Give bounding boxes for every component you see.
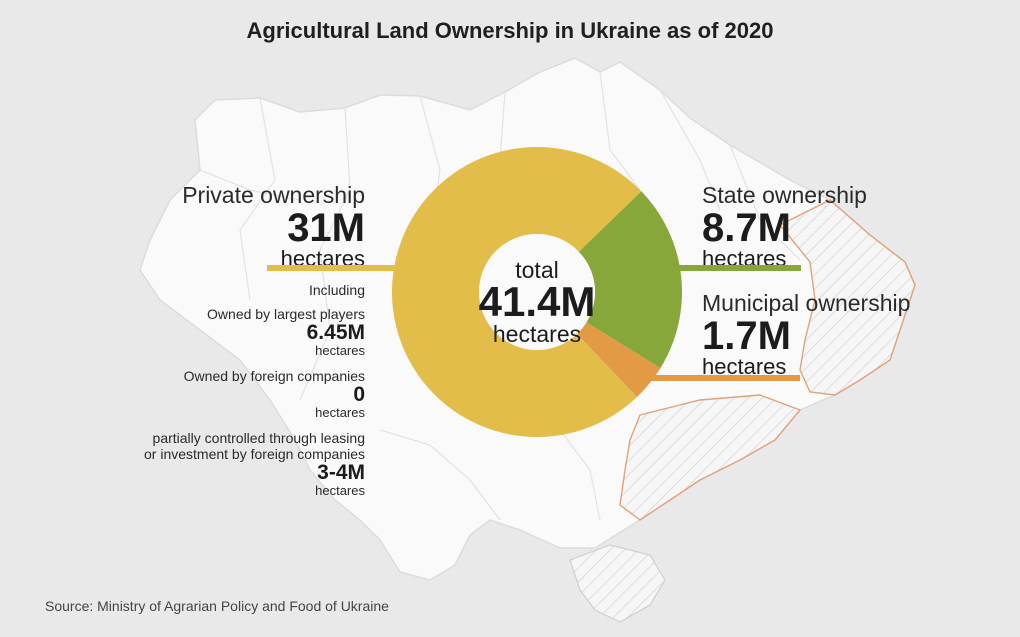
leasing-label-line2: or investment by foreign companies — [144, 446, 365, 462]
donut-slice-state — [578, 191, 682, 369]
map-crimea — [569, 544, 666, 623]
largest-players-unit: hectares — [315, 343, 365, 358]
donut-slice-private — [392, 146, 642, 438]
map-occupied-south — [619, 394, 802, 521]
municipal-leader-line — [650, 375, 800, 381]
municipal-ownership-label: Municipal ownership 1.7M hectares — [702, 290, 952, 378]
leasing-unit: hectares — [315, 483, 365, 498]
source-note: Source: Ministry of Agrarian Policy and … — [45, 598, 389, 614]
center-total-word: total — [515, 257, 559, 283]
state-ownership-unit: hectares — [702, 246, 787, 271]
largest-players-label: Owned by largest players — [207, 306, 365, 322]
donut-hole — [479, 234, 595, 350]
breakdown-heading: Including — [308, 282, 365, 298]
foreign-companies-label: Owned by foreign companies — [183, 368, 365, 384]
municipal-ownership-unit: hectares — [702, 354, 787, 379]
private-breakdown: Including Owned by largest players 6.45M… — [80, 282, 365, 498]
municipal-ownership-name: Municipal ownership — [702, 290, 911, 316]
map-occupied-east — [778, 199, 916, 396]
largest-players-value: 6.45M — [306, 321, 365, 344]
state-ownership-value: 8.7M — [702, 206, 791, 250]
municipal-ownership-value: 1.7M — [702, 314, 791, 358]
leasing-label-line1: partially controlled through leasing — [152, 430, 365, 446]
leasing-value: 3-4M — [317, 461, 365, 484]
private-ownership-unit: hectares — [280, 246, 365, 271]
foreign-companies-value: 0 — [353, 383, 365, 406]
state-leader-line — [675, 265, 801, 271]
private-ownership-value: 31M — [287, 206, 365, 250]
state-ownership-name: State ownership — [702, 182, 867, 208]
state-ownership-label: State ownership 8.7M hectares — [702, 182, 922, 270]
chart-title: Agricultural Land Ownership in Ukraine a… — [246, 18, 774, 43]
map-region-borders — [199, 71, 801, 521]
private-ownership-label: Private ownership 31M hectares — [140, 182, 365, 270]
private-ownership-name: Private ownership — [182, 182, 365, 208]
donut-center-label: total 41.4M hectares — [462, 258, 612, 346]
center-total-value: 41.4M — [478, 278, 596, 325]
donut-slice-municipal — [576, 322, 661, 398]
private-leader-line — [267, 265, 400, 271]
center-total-unit: hectares — [492, 321, 582, 347]
foreign-companies-unit: hectares — [315, 405, 365, 420]
